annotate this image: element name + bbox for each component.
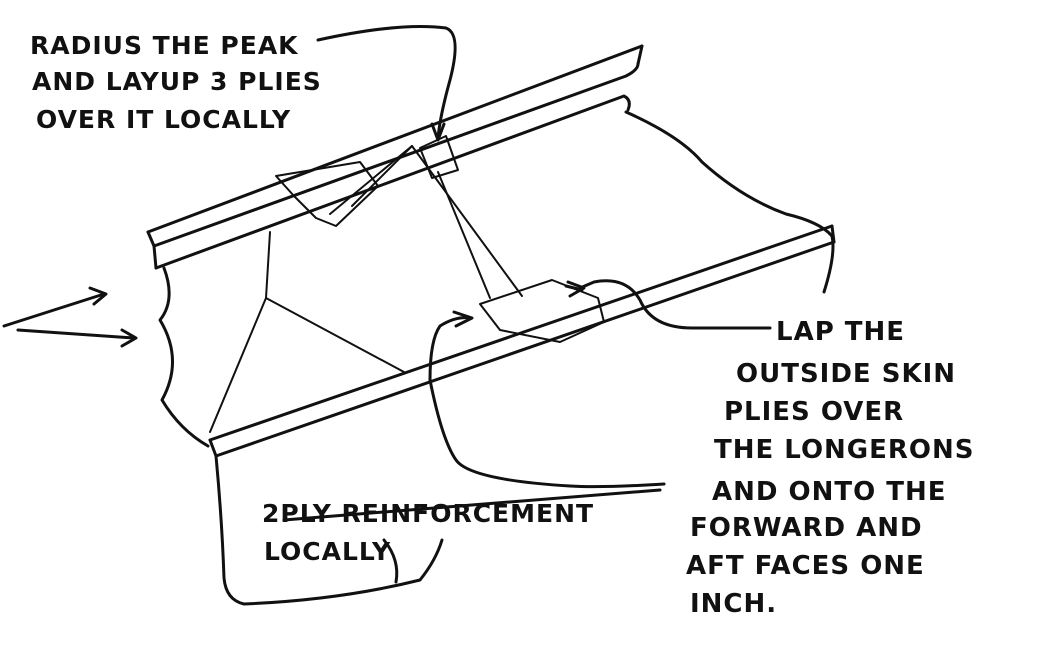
view-arrows <box>2 286 138 348</box>
peak-annotation: RADIUS THE PEAK AND LAYUP 3 PLIES OVER I… <box>30 31 322 134</box>
lap-annotation: LAP THE OUTSIDE SKIN PLIES OVER THE LONG… <box>686 317 975 619</box>
peak-ply-patch-left <box>275 161 379 227</box>
reinforcement-annotation: 2PLY REINFORCEMENT LOCALLY <box>262 499 594 566</box>
lap-note-line-2: OUTSIDE SKIN <box>736 359 956 389</box>
upper-longeron <box>146 44 644 270</box>
lap-note-line-8: INCH. <box>690 589 777 619</box>
peak-leader-line <box>316 25 457 140</box>
lower-longeron <box>208 224 836 458</box>
lap-arrowhead-fill <box>564 284 584 292</box>
frame-members <box>209 145 523 433</box>
longeron-lap-patch <box>479 279 605 343</box>
reinforcement-leader-line <box>428 316 666 489</box>
skin-bottom-edge <box>214 454 444 606</box>
lap-arrowhead <box>566 280 586 298</box>
peak-arrowhead <box>430 122 446 142</box>
reinforcement-note-line-2: LOCALLY <box>264 537 391 566</box>
lap-note-line-6: FORWARD AND <box>690 513 923 543</box>
lap-note-line-5: AND ONTO THE <box>712 477 947 507</box>
reinforcement-note-line-1: 2PLY REINFORCEMENT <box>262 499 594 528</box>
reinforcement-arrowhead <box>452 310 474 328</box>
reinforcement-underline <box>282 488 662 522</box>
lap-leader-line <box>578 279 772 330</box>
lap-note-line-1: LAP THE <box>776 317 905 347</box>
skin-panel-outline <box>158 110 835 448</box>
peak-note-line-3: OVER IT LOCALLY <box>36 105 291 134</box>
peak-note-line-1: RADIUS THE PEAK <box>30 31 299 60</box>
ply-patches <box>275 135 605 343</box>
lap-note-line-4: THE LONGERONS <box>714 435 975 465</box>
lap-note-line-3: PLIES OVER <box>724 397 904 427</box>
lap-note-line-7: AFT FACES ONE <box>686 551 925 581</box>
peak-note-line-2: AND LAYUP 3 PLIES <box>32 67 322 96</box>
reinforcement-tick <box>382 538 399 584</box>
